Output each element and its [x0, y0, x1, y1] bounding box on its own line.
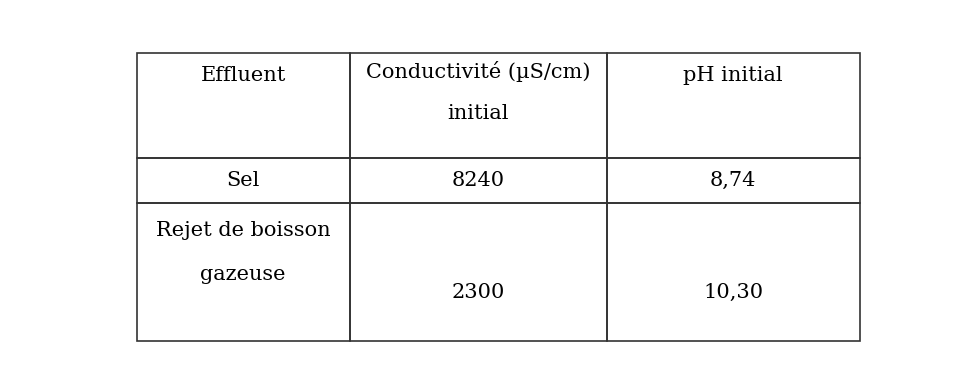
Text: initial: initial [447, 105, 509, 123]
Text: gazeuse: gazeuse [200, 265, 286, 284]
Text: Conductivité (µS/cm): Conductivité (µS/cm) [366, 61, 591, 82]
Text: Sel: Sel [226, 171, 260, 190]
Text: 2300: 2300 [452, 283, 504, 302]
Text: Rejet de boisson: Rejet de boisson [156, 221, 330, 240]
Text: 8240: 8240 [452, 171, 504, 190]
Text: Effluent: Effluent [200, 66, 286, 85]
Text: 8,74: 8,74 [710, 171, 756, 190]
Text: 10,30: 10,30 [703, 283, 763, 302]
Text: pH initial: pH initial [683, 66, 783, 85]
